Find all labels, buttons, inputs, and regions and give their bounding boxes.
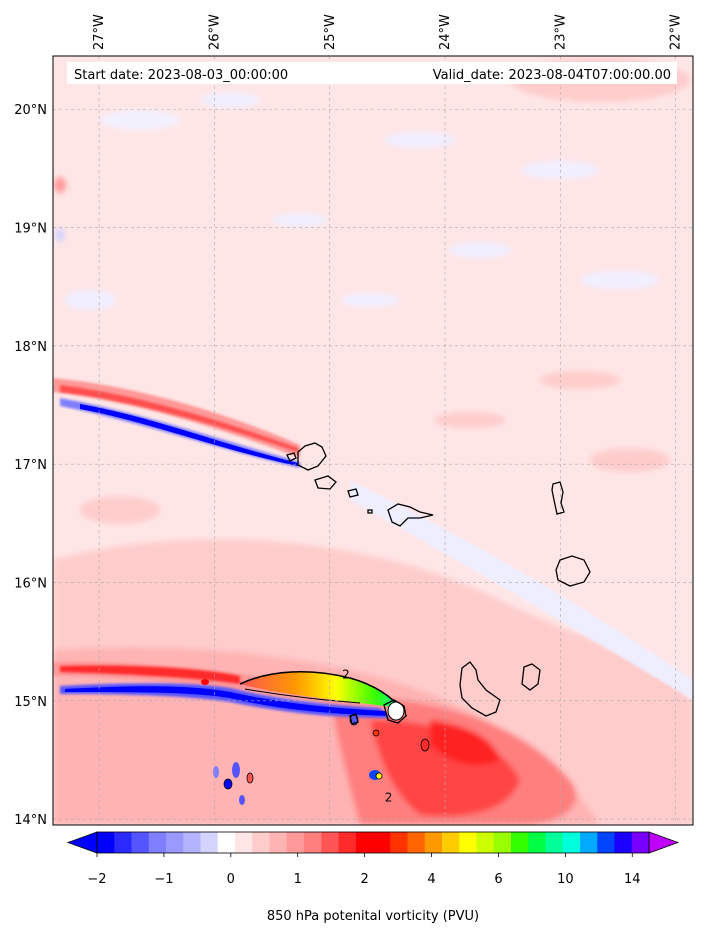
colorbar-cell	[131, 832, 150, 853]
pv-northern-wake	[53, 378, 300, 468]
pv-weak-negative-band	[350, 480, 693, 700]
colorbar-tick-label: 6	[494, 872, 502, 887]
lat-tick-label: 14°N	[14, 813, 47, 828]
lat-tick-label: 18°N	[14, 340, 47, 355]
colorbar-tick-labels: −2 −1 0 1 2 4 6 10 14	[87, 853, 641, 887]
colorbar-cell	[390, 832, 408, 853]
colorbar-cell	[355, 832, 374, 853]
colorbar-cell	[580, 832, 598, 853]
coastlines	[286, 442, 591, 725]
colorbar-tick-label: 10	[557, 872, 574, 887]
colorbar-cell	[304, 832, 322, 853]
colorbar-cell	[493, 832, 512, 853]
lat-tick-label: 15°N	[14, 695, 47, 710]
colorbar-cell	[321, 832, 339, 853]
colorbar-cell	[183, 832, 201, 853]
colorbar-cell	[269, 832, 288, 853]
lon-tick-label: 23°W	[553, 14, 568, 50]
colorbar-cell	[631, 832, 650, 853]
colorbar-tick-label: 14	[624, 872, 641, 887]
colorbar-cell	[424, 832, 443, 853]
colorbar-tick-label: 1	[294, 872, 302, 887]
pv-field: 2 2 Start date: 2023-08-03_00:00:00 Vali…	[53, 56, 693, 825]
start-date-label: Start date: 2023-08-03_00:00:00	[74, 68, 288, 83]
map-panel: 2 2 Start date: 2023-08-03_00:00:00 Vali…	[14, 14, 694, 828]
colorbar-tick-label: −2	[87, 872, 106, 887]
colorbar-tick-label: −1	[154, 872, 173, 887]
island-sal	[551, 481, 565, 515]
island-brava	[349, 713, 359, 725]
lon-tick-label: 24°W	[438, 14, 453, 50]
colorbar-tick-label: 4	[427, 872, 435, 887]
colorbar-outline	[96, 831, 650, 854]
colorbar-tick-label: 2	[360, 872, 368, 887]
island-boa-vista	[555, 555, 591, 587]
lat-tick-label: 17°N	[14, 458, 47, 473]
colorbar-cell	[528, 832, 546, 853]
colorbar-cell	[614, 832, 633, 853]
lon-tick-label: 26°W	[207, 14, 222, 50]
colorbar-cell	[407, 832, 426, 853]
colorbar-cell	[476, 832, 495, 853]
colorbar-cell	[459, 832, 477, 853]
colorbar-label: 850 hPa potenital vorticity (PVU)	[267, 909, 479, 924]
colorbar-over-extension	[648, 831, 680, 854]
island-fogo	[383, 699, 407, 724]
island-sao-vicente	[286, 452, 297, 462]
lat-tick-label: 19°N	[14, 222, 47, 237]
contour-label: 2	[385, 790, 393, 804]
contour-labels: 2 2	[342, 667, 392, 804]
lon-tick-label: 27°W	[92, 14, 107, 50]
colorbar: −2 −1 0 1 2 4 6 10 14 850 hPa potenital vorticit…	[66, 831, 680, 924]
island-santa-luzia	[314, 475, 337, 490]
island-maio	[521, 663, 541, 691]
island-ilheu	[347, 488, 359, 498]
lat-tick-label: 20°N	[14, 103, 47, 118]
colorbar-tick-label: 0	[227, 872, 235, 887]
valid-date-label: Valid_date: 2023-08-04T07:00:00.00	[433, 68, 671, 83]
colorbar-cell	[217, 832, 236, 853]
colorbar-cell	[545, 832, 564, 853]
lat-tick-label: 16°N	[14, 576, 47, 591]
latitude-tick-labels: 20°N 19°N 18°N 17°N 16°N 15°N 14°N	[14, 103, 47, 828]
lon-tick-label: 25°W	[323, 14, 338, 50]
island-sao-nicolau-main	[387, 503, 434, 527]
longitude-tick-labels: 27°W 26°W 25°W 24°W 23°W 22°W	[92, 14, 684, 50]
island-sao-nicolau	[367, 509, 373, 514]
contour-label: 2	[342, 667, 350, 681]
colorbar-cell	[338, 832, 357, 853]
colorbar-cell	[200, 832, 219, 853]
colorbar-cell	[373, 832, 391, 853]
colorbar-cells	[97, 832, 650, 853]
colorbar-cell	[252, 832, 270, 853]
pv-southern-wake	[53, 661, 430, 805]
colorbar-cell	[286, 832, 305, 853]
lon-tick-label: 22°W	[669, 14, 684, 50]
colorbar-cell	[442, 832, 460, 853]
island-santiago	[459, 661, 501, 717]
colorbar-cell	[235, 832, 253, 853]
colorbar-cell	[166, 832, 184, 853]
colorbar-cell	[597, 832, 615, 853]
map-frame	[52, 55, 694, 826]
colorbar-cell	[114, 832, 132, 853]
header-label-box	[67, 62, 677, 84]
island-santo-antao	[297, 442, 327, 471]
colorbar-cell	[562, 832, 581, 853]
colorbar-cell	[148, 832, 167, 853]
colorbar-cell	[511, 832, 529, 853]
map-gridlines	[53, 56, 693, 825]
colorbar-cell	[97, 832, 115, 853]
colorbar-under-extension	[66, 831, 98, 854]
